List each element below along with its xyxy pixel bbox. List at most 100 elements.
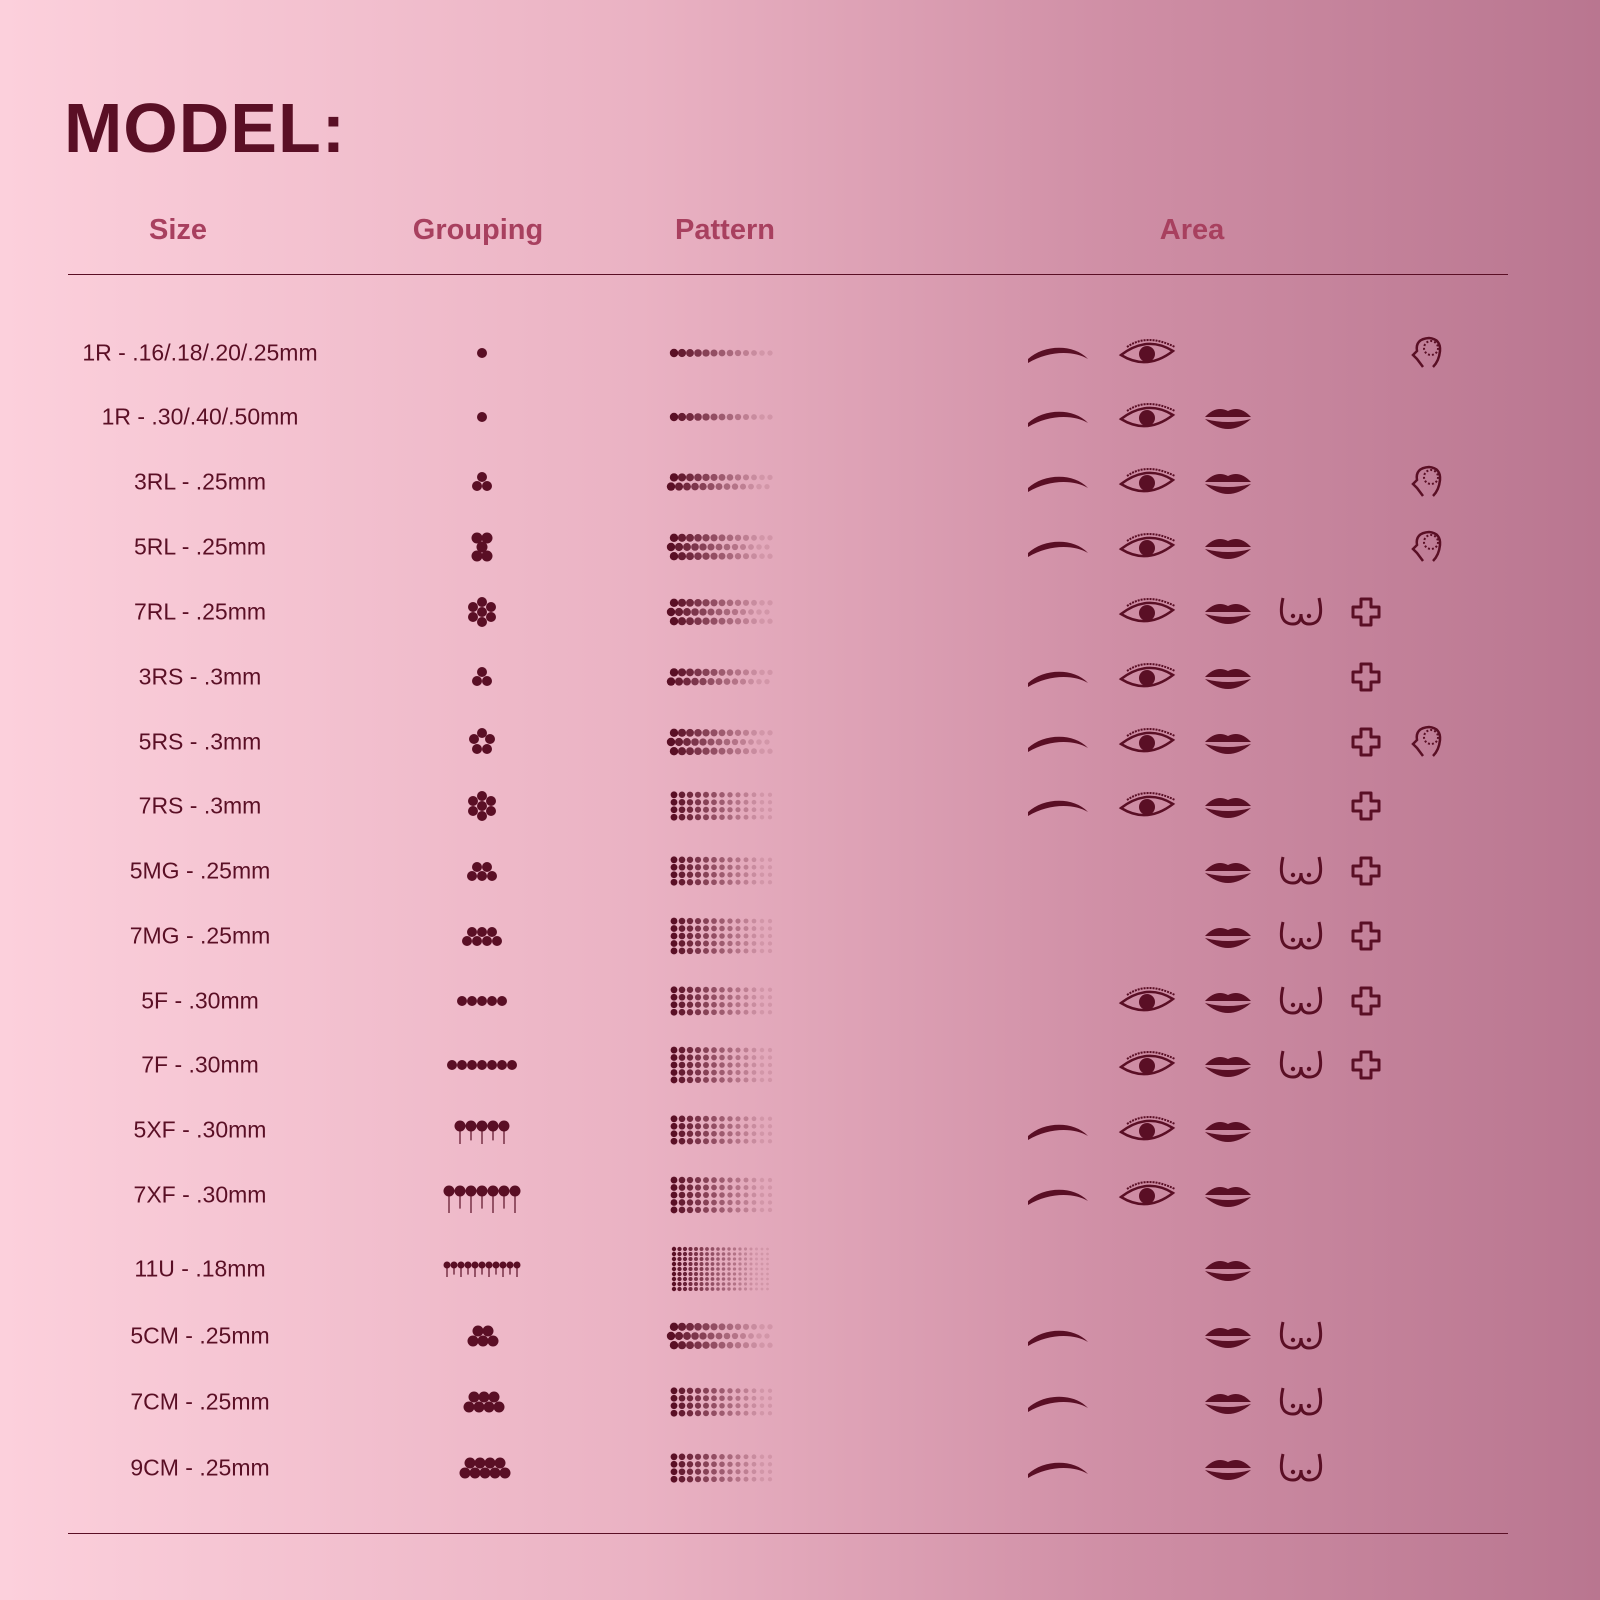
header-grouping: Grouping: [412, 214, 544, 246]
eyebrow-icon: [1028, 1396, 1088, 1412]
eye-icon: [1118, 339, 1176, 364]
eye-icon: [1118, 987, 1176, 1012]
needle-pattern-icon: [666, 1322, 773, 1350]
lips-icon: [1205, 669, 1251, 689]
eye-icon: [1118, 728, 1176, 753]
eyebrow-icon: [1028, 476, 1088, 492]
needle-size-label: 5RS - .3mm: [138, 728, 262, 755]
eyebrow-icon: [1028, 736, 1088, 752]
quatrefoil-icon: [1351, 1050, 1381, 1080]
quatrefoil-icon: [1351, 856, 1381, 886]
quatrefoil-icon: [1351, 597, 1381, 627]
needle-grouping-icon: [463, 1391, 505, 1413]
lips-icon: [1205, 1057, 1251, 1077]
quatrefoil-icon: [1351, 727, 1381, 757]
needle-size-label: 11U - .18mm: [134, 1255, 266, 1282]
lips-icon: [1205, 798, 1251, 818]
table-row: 7RL - .25mm: [0, 582, 1600, 642]
quatrefoil-icon: [1351, 986, 1381, 1016]
lips-icon: [1205, 474, 1251, 494]
needle-grouping-icon: [468, 791, 496, 821]
needle-pattern-icon: [666, 668, 773, 686]
table-row: 11U - .18mm: [0, 1239, 1600, 1299]
needle-size-label: 7RL - .25mm: [133, 598, 267, 625]
eye-icon: [1118, 1116, 1176, 1141]
needle-pattern-icon: [670, 1046, 773, 1084]
needle-size-label: 7XF - .30mm: [133, 1181, 267, 1208]
table-row: 1R - .30/.40/.50mm: [0, 387, 1600, 447]
eye-icon: [1118, 792, 1176, 817]
needle-pattern-icon: [669, 348, 773, 358]
needle-grouping-icon: [472, 472, 492, 491]
needle-grouping-icon: [443, 1185, 521, 1213]
needle-pattern-icon: [666, 598, 773, 626]
needle-size-label: 7F - .30mm: [141, 1051, 259, 1078]
table-row: 7RS - .3mm: [0, 776, 1600, 836]
lips-icon: [1205, 734, 1251, 754]
lips-icon: [1205, 1394, 1251, 1414]
needle-grouping-icon: [471, 532, 493, 562]
lips-icon: [1205, 1460, 1251, 1480]
lips-icon: [1205, 539, 1251, 559]
scalp-icon: [1411, 725, 1442, 757]
scalp-icon: [1411, 465, 1442, 497]
lips-icon: [1205, 928, 1251, 948]
needle-pattern-icon: [670, 986, 773, 1016]
table-row: 5CM - .25mm: [0, 1306, 1600, 1366]
needle-pattern-icon: [670, 856, 773, 886]
needle-size-label: 1R - .30/.40/.50mm: [101, 403, 299, 430]
needle-size-label: 5F - .30mm: [141, 987, 259, 1014]
scalp-icon: [1411, 530, 1442, 562]
lips-icon: [1205, 863, 1251, 883]
footer-divider: [68, 1533, 1508, 1534]
quatrefoil-icon: [1351, 791, 1381, 821]
eye-icon: [1118, 1181, 1176, 1206]
eye-icon: [1118, 598, 1176, 623]
eyebrow-icon: [1028, 800, 1088, 816]
needle-pattern-icon: [666, 533, 773, 561]
lips-icon: [1205, 993, 1251, 1013]
table-row: 5XF - .30mm: [0, 1100, 1600, 1160]
needle-pattern-icon: [669, 412, 773, 422]
breast-icon: [1279, 856, 1323, 885]
needle-pattern-icon: [670, 1453, 773, 1483]
header-size: Size: [148, 214, 208, 246]
table-row: 5RL - .25mm: [0, 517, 1600, 577]
table-row: 7XF - .30mm: [0, 1165, 1600, 1225]
needle-size-label: 5MG - .25mm: [129, 857, 271, 884]
lips-icon: [1205, 409, 1251, 429]
needle-grouping-icon: [467, 862, 497, 881]
needle-grouping-icon: [477, 348, 487, 358]
eyebrow-icon: [1028, 1189, 1088, 1205]
needle-grouping-icon: [454, 1120, 510, 1144]
needle-size-label: 7RS - .3mm: [138, 792, 262, 819]
eye-icon: [1118, 1051, 1176, 1076]
needle-size-label: 3RL - .25mm: [133, 468, 267, 495]
needle-grouping-icon: [462, 927, 502, 946]
breast-icon: [1279, 1050, 1323, 1079]
breast-icon: [1279, 1453, 1323, 1482]
table-row: 9CM - .25mm: [0, 1438, 1600, 1498]
needle-grouping-icon: [467, 1325, 499, 1347]
quatrefoil-icon: [1351, 921, 1381, 951]
breast-icon: [1279, 597, 1323, 626]
eyebrow-icon: [1028, 411, 1088, 427]
needle-pattern-icon: [670, 917, 773, 955]
lips-icon: [1205, 604, 1251, 624]
needle-pattern-icon: [670, 791, 773, 821]
header-divider: [68, 274, 1508, 275]
needle-grouping-icon: [459, 1457, 511, 1479]
needle-size-label: 7MG - .25mm: [129, 922, 271, 949]
lips-icon: [1205, 1328, 1251, 1348]
table-row: 3RL - .25mm: [0, 452, 1600, 512]
table-row: 7MG - .25mm: [0, 906, 1600, 966]
needle-pattern-icon: [670, 1387, 773, 1417]
needle-grouping-icon: [477, 412, 487, 422]
eye-icon: [1118, 663, 1176, 688]
needle-grouping-icon: [469, 728, 495, 754]
needle-size-label: 9CM - .25mm: [130, 1454, 270, 1481]
needle-pattern-icon: [670, 1176, 773, 1214]
needle-grouping-icon: [443, 1261, 521, 1277]
needle-size-label: 1R - .16/.18/.20/.25mm: [82, 339, 318, 366]
eyebrow-icon: [1028, 541, 1088, 557]
